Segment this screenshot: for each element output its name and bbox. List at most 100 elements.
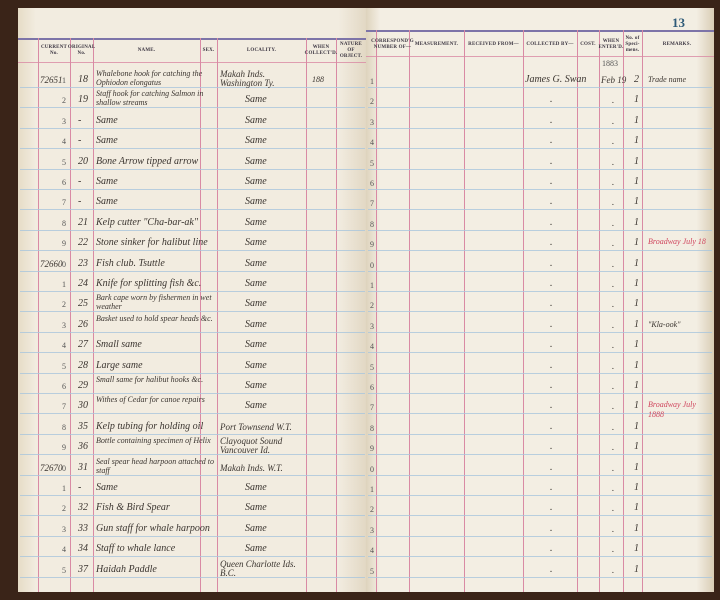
locality: Same	[245, 502, 267, 514]
specimen-name: Stone sinker for halibut line	[96, 237, 208, 249]
ruled-line	[368, 311, 712, 313]
column-header: LOCALITY.	[246, 47, 277, 53]
specimen-name: Haidah Paddle	[96, 563, 157, 575]
column-rule	[523, 30, 524, 592]
ruled-line	[368, 495, 712, 496]
header-bottom-rule	[366, 56, 714, 57]
collected-by: James G. Swan	[525, 74, 587, 85]
original-number: 32	[78, 502, 88, 514]
ruled-line	[20, 454, 365, 456]
specimen-count: 1	[634, 522, 639, 534]
line-number-right: 8	[370, 219, 374, 229]
column-header: No. of Speci-mens.	[625, 35, 640, 53]
original-number: 33	[78, 522, 88, 534]
specimen-name: Bottle containing specimen of Helix	[96, 436, 211, 446]
specimen-count: 1	[634, 502, 639, 514]
line-number-right: 4	[370, 546, 374, 556]
year-note: 1883	[602, 59, 618, 68]
ruled-line	[20, 311, 365, 313]
when-entered: .	[612, 360, 615, 371]
ruled-line	[20, 474, 365, 476]
left-ledger-page	[18, 8, 366, 592]
specimen-count: 1	[634, 298, 639, 310]
ruled-line	[368, 291, 712, 292]
specimen-count: 1	[634, 278, 639, 289]
ruled-line	[20, 229, 365, 231]
original-number: 26	[78, 318, 88, 330]
line-number-right: 5	[370, 362, 374, 372]
ruled-line	[20, 87, 365, 88]
ruled-line	[20, 270, 365, 272]
specimen-count: 1	[634, 420, 639, 432]
specimen-name: Fish & Bird Spear	[96, 502, 170, 514]
line-number: 0	[62, 463, 66, 473]
when-entered: Feb 19	[601, 75, 627, 85]
collected-by: .	[550, 176, 553, 187]
specimen-name: Same	[96, 482, 118, 493]
column-header: WHEN COLLECT'D.	[304, 44, 338, 56]
when-entered: .	[612, 299, 615, 310]
when-entered: .	[612, 279, 615, 289]
line-number: 9	[62, 443, 66, 453]
locality: Same	[245, 380, 267, 391]
line-number-right: 7	[370, 199, 374, 209]
specimen-name: Staff hook for catching Salmon in shallo…	[96, 89, 204, 108]
original-number: 31	[78, 461, 88, 473]
collected-by: .	[550, 461, 553, 473]
specimen-name: Large same	[96, 359, 143, 371]
ruled-line	[20, 352, 365, 354]
original-number: 19	[78, 94, 88, 106]
collected-by: .	[550, 135, 553, 147]
original-number: -	[78, 196, 82, 208]
collected-by: .	[550, 155, 553, 167]
remarks: Trade name	[648, 75, 686, 84]
column-rule	[38, 38, 39, 592]
line-number-right: 2	[370, 505, 374, 515]
locality: Same	[245, 257, 267, 269]
specimen-name: Small same for halibut hooks &c.	[96, 375, 204, 384]
column-rule	[642, 30, 643, 592]
ruled-line	[20, 209, 365, 211]
column-header: CORRESPOND'G NUMBER OF—	[371, 38, 414, 50]
when-entered: .	[612, 156, 615, 167]
line-number: 5	[62, 361, 66, 371]
line-number: 1	[62, 76, 66, 85]
line-number: 7	[62, 402, 66, 412]
page-number: 13	[672, 15, 685, 30]
original-number: 21	[78, 216, 88, 228]
line-number-right: 5	[370, 566, 374, 576]
line-number: 1	[62, 280, 66, 289]
ruled-line	[368, 168, 712, 170]
remarks-red-note: Broadway July 1888	[648, 400, 696, 420]
ruled-line	[20, 576, 365, 578]
locality: Same	[245, 135, 267, 147]
original-number: -	[78, 176, 82, 187]
ruled-line	[368, 535, 712, 537]
line-number: 0	[62, 259, 66, 269]
locality: Makah Inds. Washington Ty.	[220, 69, 275, 88]
line-number-right: 1	[370, 485, 374, 494]
collected-by: .	[550, 237, 553, 249]
line-number: 5	[62, 157, 66, 167]
header-bottom-rule	[18, 62, 366, 63]
when-entered: .	[612, 95, 615, 106]
specimen-count: 1	[634, 339, 639, 351]
specimen-count: 1	[634, 94, 639, 106]
line-number-right: 2	[370, 97, 374, 107]
original-number: -	[78, 482, 82, 493]
line-number-right: 1	[370, 281, 374, 290]
column-header: CURRENT No.	[40, 44, 68, 56]
when-entered: .	[612, 238, 615, 249]
specimen-count: 2	[634, 74, 639, 85]
specimen-count: 1	[634, 176, 639, 187]
collected-by: .	[550, 400, 553, 412]
column-header: COLLECTED BY—	[526, 41, 574, 47]
locality: Same	[245, 482, 267, 493]
specimen-count: 1	[634, 543, 639, 555]
line-number-right: 0	[370, 464, 374, 474]
locality: Queen Charlotte Ids. B.C.	[220, 558, 296, 578]
ruled-line	[20, 556, 365, 558]
original-number: 24	[78, 278, 88, 289]
collected-by: .	[550, 441, 553, 453]
original-number: -	[78, 114, 82, 126]
